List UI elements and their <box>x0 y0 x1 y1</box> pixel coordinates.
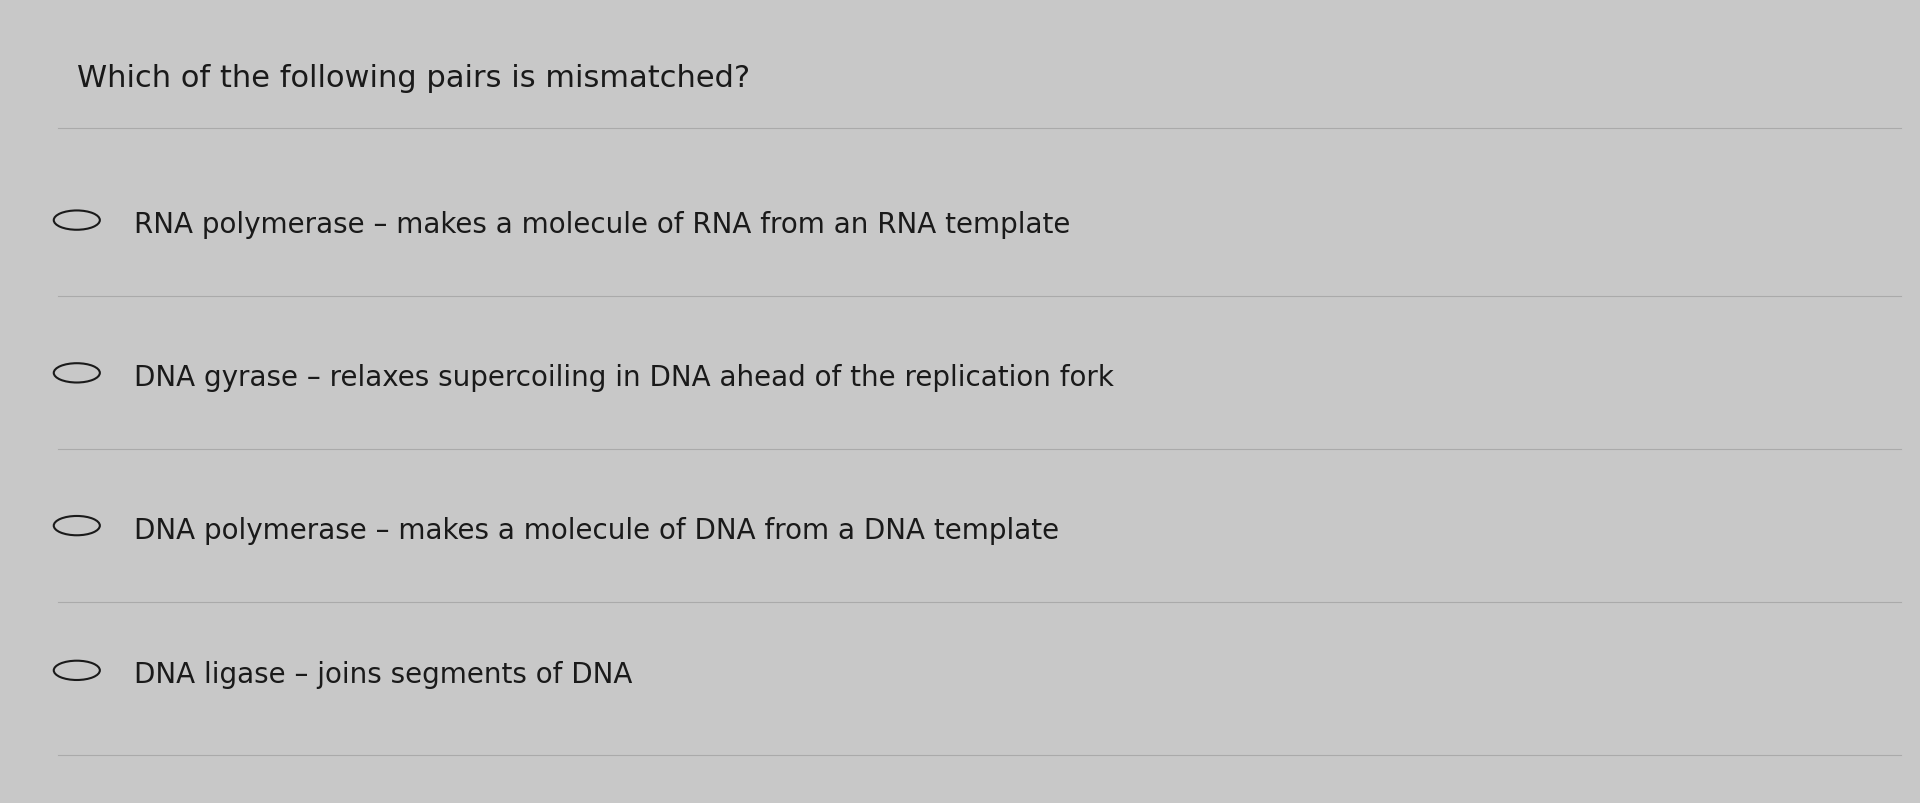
Text: DNA polymerase – makes a molecule of DNA from a DNA template: DNA polymerase – makes a molecule of DNA… <box>134 516 1060 544</box>
Text: DNA ligase – joins segments of DNA: DNA ligase – joins segments of DNA <box>134 661 634 688</box>
Text: DNA gyrase – relaxes supercoiling in DNA ahead of the replication fork: DNA gyrase – relaxes supercoiling in DNA… <box>134 364 1114 391</box>
Text: RNA polymerase – makes a molecule of RNA from an RNA template: RNA polymerase – makes a molecule of RNA… <box>134 211 1071 238</box>
Text: Which of the following pairs is mismatched?: Which of the following pairs is mismatch… <box>77 64 751 93</box>
